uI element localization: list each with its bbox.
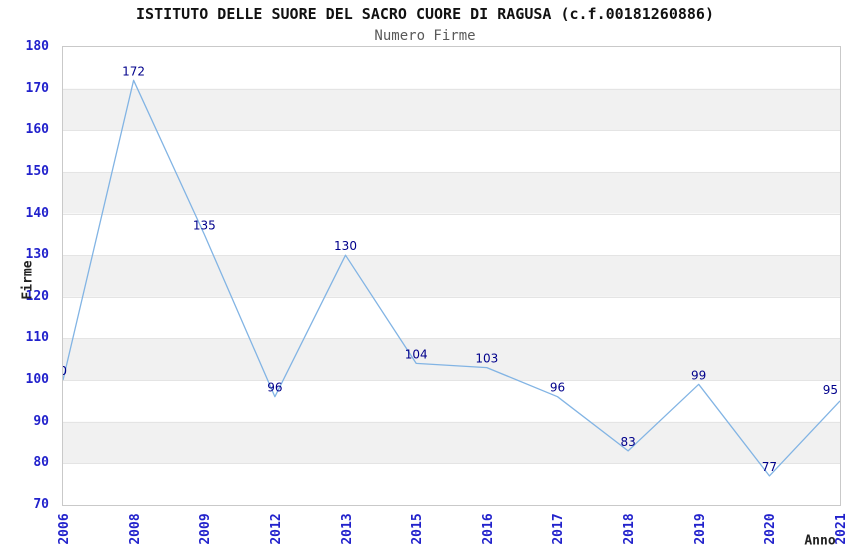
x-tick-label: 2015 — [410, 513, 426, 545]
data-label: 172 — [122, 64, 145, 78]
data-label: 99 — [691, 368, 706, 382]
y-tick-label: 80 — [33, 455, 49, 471]
series-line — [63, 79, 840, 477]
y-axis-title: Firme — [20, 260, 36, 300]
grid-band — [63, 421, 840, 464]
x-tick-label: 2019 — [692, 513, 708, 545]
x-tick-label: 2012 — [268, 513, 284, 545]
data-label: 83 — [620, 435, 635, 449]
data-label: 135 — [193, 218, 216, 232]
data-label: 96 — [550, 381, 565, 395]
x-axis-title: Anno — [804, 533, 836, 549]
chart-subtitle: Numero Firme — [374, 28, 476, 44]
x-tick-label: 2016 — [480, 513, 496, 545]
y-tick-label: 110 — [25, 330, 49, 346]
x-tick-label: 2021 — [834, 513, 849, 545]
x-tick-label: 2006 — [57, 513, 72, 545]
x-tick-label: 2009 — [198, 513, 214, 545]
y-tick-label: 160 — [25, 122, 49, 138]
grid-band — [63, 338, 840, 381]
y-tick-label: 70 — [33, 497, 49, 512]
x-tick-label: 2018 — [622, 513, 638, 545]
x-tick-label: 2013 — [339, 513, 355, 545]
y-tick-label: 90 — [33, 413, 49, 429]
plot-area: 100 172 135 96 130 104 103 96 83 99 77 95 — [62, 46, 841, 506]
y-tick-label: 180 — [25, 39, 49, 54]
data-label: 95 — [823, 383, 838, 397]
chart-title: ISTITUTO DELLE SUORE DEL SACRO CUORE DI … — [136, 5, 714, 23]
grid-band — [63, 171, 840, 214]
grid-band — [63, 255, 840, 297]
x-tick-label: 2020 — [763, 513, 779, 545]
y-tick-label: 140 — [25, 205, 49, 221]
data-label: 104 — [405, 347, 428, 361]
y-tick-label: 170 — [25, 80, 49, 96]
x-tick-label: 2008 — [127, 513, 143, 545]
x-tick-label: 2017 — [551, 513, 567, 545]
y-tick-label: 120 — [25, 288, 49, 304]
line-chart: 100 172 135 96 130 104 103 96 83 99 77 95 — [63, 64, 840, 477]
data-label: 100 — [63, 364, 67, 378]
y-tick-label: 150 — [25, 163, 49, 179]
y-tick-label: 100 — [25, 372, 49, 388]
data-label: 77 — [762, 460, 777, 474]
grid-band — [63, 88, 840, 131]
data-label: 96 — [267, 381, 282, 395]
y-tick-label: 130 — [25, 247, 49, 263]
data-label: 130 — [334, 239, 357, 253]
data-label: 103 — [475, 352, 498, 366]
